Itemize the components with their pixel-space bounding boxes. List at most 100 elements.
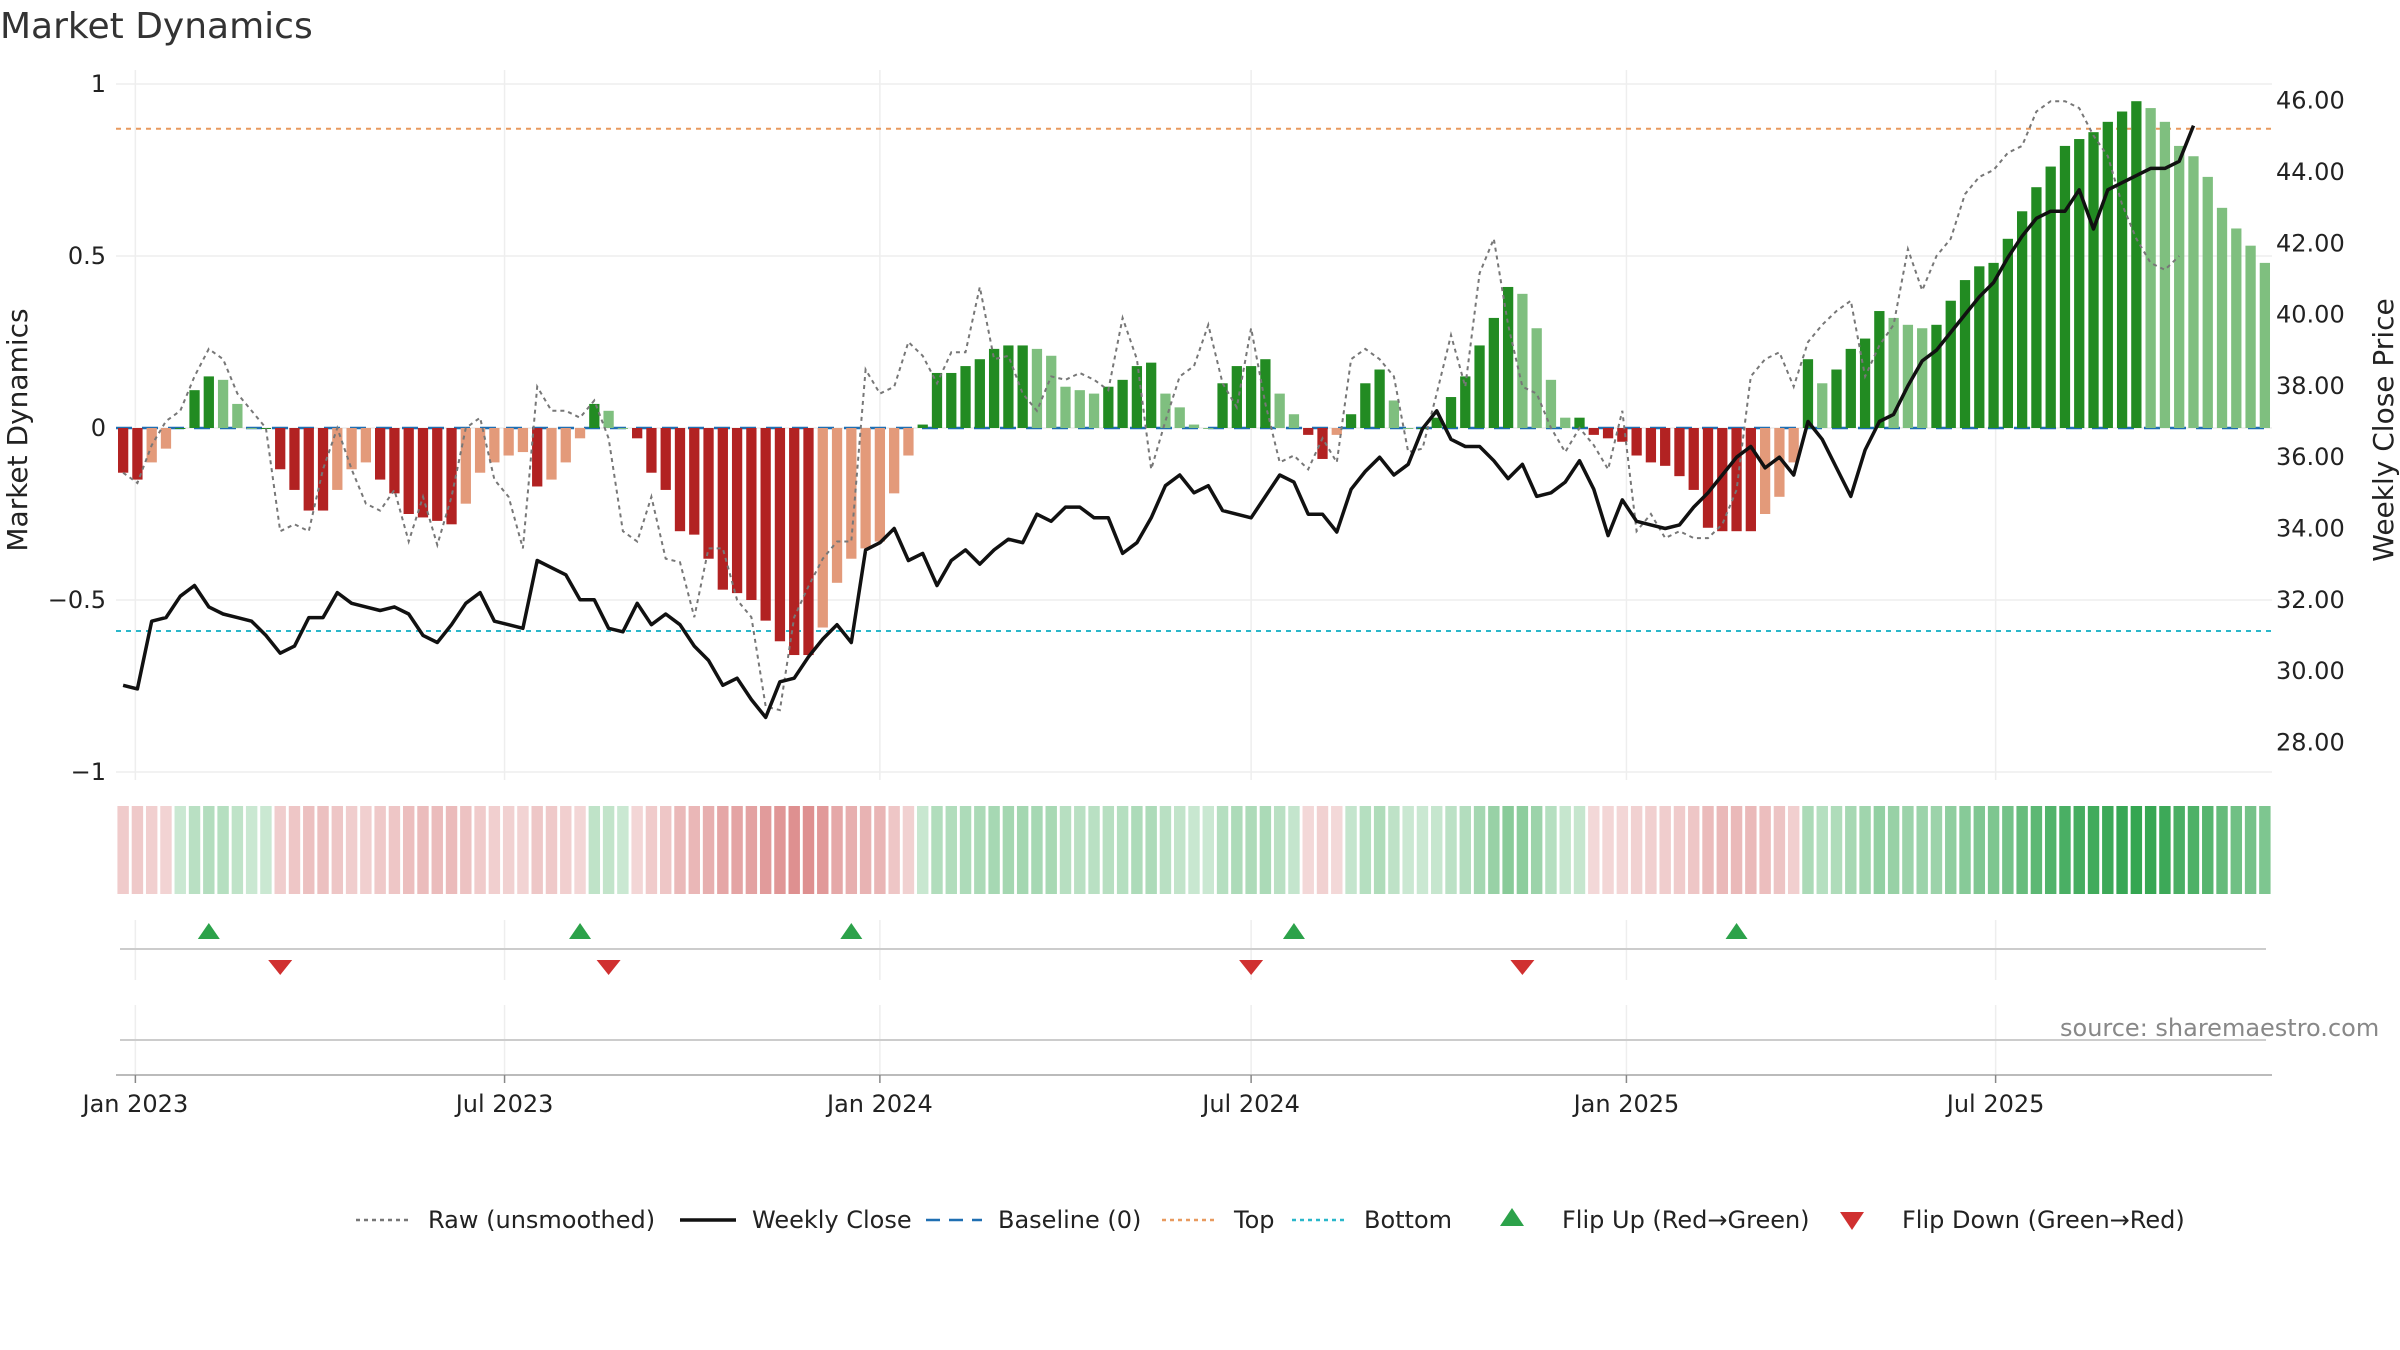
heat-cell <box>1131 806 1143 894</box>
y-right-tick-label: 44.00 <box>2276 158 2345 186</box>
heat-cell <box>374 806 386 894</box>
bar <box>1902 324 1914 428</box>
heat-cell <box>2002 806 2014 894</box>
bar <box>1531 328 1542 428</box>
bar <box>860 428 871 549</box>
bar <box>1403 428 1414 429</box>
bar <box>1031 348 1043 428</box>
bar <box>117 428 129 473</box>
bar <box>2245 245 2256 428</box>
heat-cell <box>1416 806 1429 894</box>
heat-cell <box>945 806 957 894</box>
heat-cell <box>188 806 201 894</box>
legend-item: Raw (unsmoothed) <box>356 1206 655 1234</box>
y-right-tick-label: 34.00 <box>2276 514 2345 542</box>
heat-cell <box>731 806 743 894</box>
legend-label: Flip Up (Red→Green) <box>1562 1206 1810 1234</box>
bar <box>617 428 629 429</box>
x-tick-label: Jan 2025 <box>1572 1090 1680 1118</box>
heat-cell <box>1502 806 1514 894</box>
heat-cell <box>1916 806 1928 894</box>
bar <box>1945 300 1956 428</box>
bar <box>603 410 614 428</box>
heat-cell <box>1159 806 1172 894</box>
bar <box>1631 428 1642 456</box>
y-right-tick-label: 46.00 <box>2276 87 2345 115</box>
heat-cell <box>1559 806 1571 894</box>
bar <box>1046 355 1057 428</box>
bar <box>717 428 728 590</box>
bar <box>1017 345 1028 428</box>
y-axis-right-title: Weekly Close Price <box>2367 298 2400 561</box>
heat-cell <box>1773 806 1786 894</box>
bar <box>489 428 500 463</box>
bar <box>1303 428 1314 435</box>
bar <box>417 428 429 518</box>
y-right-tick-label: 28.00 <box>2276 728 2345 756</box>
heat-cell <box>1016 806 1029 894</box>
bar <box>646 428 657 473</box>
bar <box>1203 428 1214 429</box>
bar <box>375 428 386 480</box>
heat-cell <box>931 806 943 894</box>
bar <box>446 428 457 525</box>
heat-cell <box>1259 806 1272 894</box>
legend-item: Baseline (0) <box>926 1206 1141 1234</box>
bar <box>1160 393 1171 428</box>
legend: Raw (unsmoothed) Weekly Close Baseline (0)… <box>356 1206 2185 1234</box>
heat-cell <box>174 806 186 894</box>
legend-item: Weekly Close <box>680 1206 912 1234</box>
heat-cell <box>1202 806 1214 894</box>
bar <box>903 428 914 456</box>
heat-cell <box>974 806 986 894</box>
heat-cell <box>1630 806 1643 894</box>
heat-cell <box>1930 806 1943 894</box>
bar <box>1074 390 1085 428</box>
bar <box>532 428 543 487</box>
heat-cell <box>959 806 972 894</box>
bar <box>1988 262 1999 428</box>
heat-cell <box>817 806 829 894</box>
heat-cell <box>2173 806 2185 894</box>
heat-cell <box>1659 806 1671 894</box>
heat-cell <box>1245 806 1257 894</box>
heat-cell <box>1316 806 1329 894</box>
bar <box>1174 407 1185 428</box>
heat-cell <box>2030 806 2043 894</box>
bar <box>260 428 272 429</box>
bar <box>574 428 586 439</box>
y-right-tick-label: 30.00 <box>2276 657 2345 685</box>
heat-cell <box>260 806 272 894</box>
bar <box>360 428 372 463</box>
bar <box>1260 359 1271 428</box>
bar <box>1245 366 1257 428</box>
heat-cell <box>245 806 258 894</box>
bar <box>1674 428 1685 477</box>
heat-cell <box>1673 806 1686 894</box>
flip-down-marker <box>1239 960 1264 975</box>
bar <box>246 428 257 429</box>
bar <box>289 428 300 490</box>
bar <box>546 428 557 480</box>
heat-cell <box>1273 806 1286 894</box>
bar <box>817 428 828 628</box>
bar <box>1574 417 1585 428</box>
heat-cell <box>1059 806 1072 894</box>
x-tick-label: Jul 2025 <box>1945 1090 2045 1118</box>
heat-cell <box>560 806 572 894</box>
legend-swatch-flip-down <box>1840 1212 1864 1230</box>
heat-cell <box>659 806 672 894</box>
bar <box>2059 145 2071 429</box>
heat-cell <box>117 806 129 894</box>
bar <box>1745 428 1756 532</box>
heat-cell <box>1688 806 1700 894</box>
heat-cell <box>1102 806 1115 894</box>
flip-down-marker <box>1510 960 1535 975</box>
heat-cell <box>2259 806 2271 894</box>
bar <box>232 403 243 428</box>
heat-cell <box>574 806 586 894</box>
y-left-tick-label: −0.5 <box>48 586 106 614</box>
heat-cell <box>1716 806 1729 894</box>
bar <box>689 428 700 535</box>
heat-cell <box>917 806 929 894</box>
